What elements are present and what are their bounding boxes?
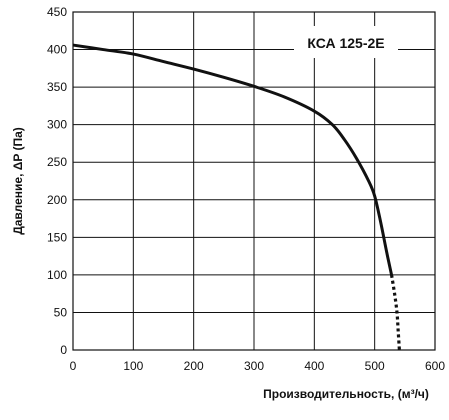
x-tick-label: 200 <box>184 359 204 373</box>
y-tick-label: 350 <box>47 80 67 94</box>
x-tick-label: 0 <box>70 359 77 373</box>
y-tick-label: 50 <box>54 305 68 319</box>
y-tick-label: 100 <box>47 268 67 282</box>
x-tick-label: 400 <box>304 359 324 373</box>
plot-frame <box>72 11 436 351</box>
y-tick-label: 0 <box>60 343 67 357</box>
y-tick-label: 400 <box>47 43 67 57</box>
y-tick-label: 250 <box>47 155 67 169</box>
series-lines <box>72 43 401 351</box>
model-badge-box <box>294 26 398 58</box>
x-axis-label: Производительность, (м³/ч) <box>263 387 429 401</box>
x-tick-label: 100 <box>123 359 143 373</box>
x-tick-label: 300 <box>244 359 264 373</box>
y-tick-label: 300 <box>47 118 67 132</box>
tick-labels: 0 50 100 150 200 250 300 350 400 450 0 100 200 300 400… <box>47 5 445 373</box>
grid <box>72 11 436 351</box>
y-tick-label: 200 <box>47 193 67 207</box>
y-tick-label: 150 <box>47 230 67 244</box>
model-badge: КСА 125-2Е <box>294 26 398 58</box>
series-line-extrapolated <box>389 274 401 351</box>
x-tick-label: 500 <box>365 359 385 373</box>
series-line-main <box>72 43 394 276</box>
y-tick-label: 450 <box>47 5 67 19</box>
model-label: КСА 125-2Е <box>307 35 384 51</box>
y-axis-label: Давление, ΔP (Па) <box>11 127 25 235</box>
x-tick-label: 600 <box>425 359 445 373</box>
